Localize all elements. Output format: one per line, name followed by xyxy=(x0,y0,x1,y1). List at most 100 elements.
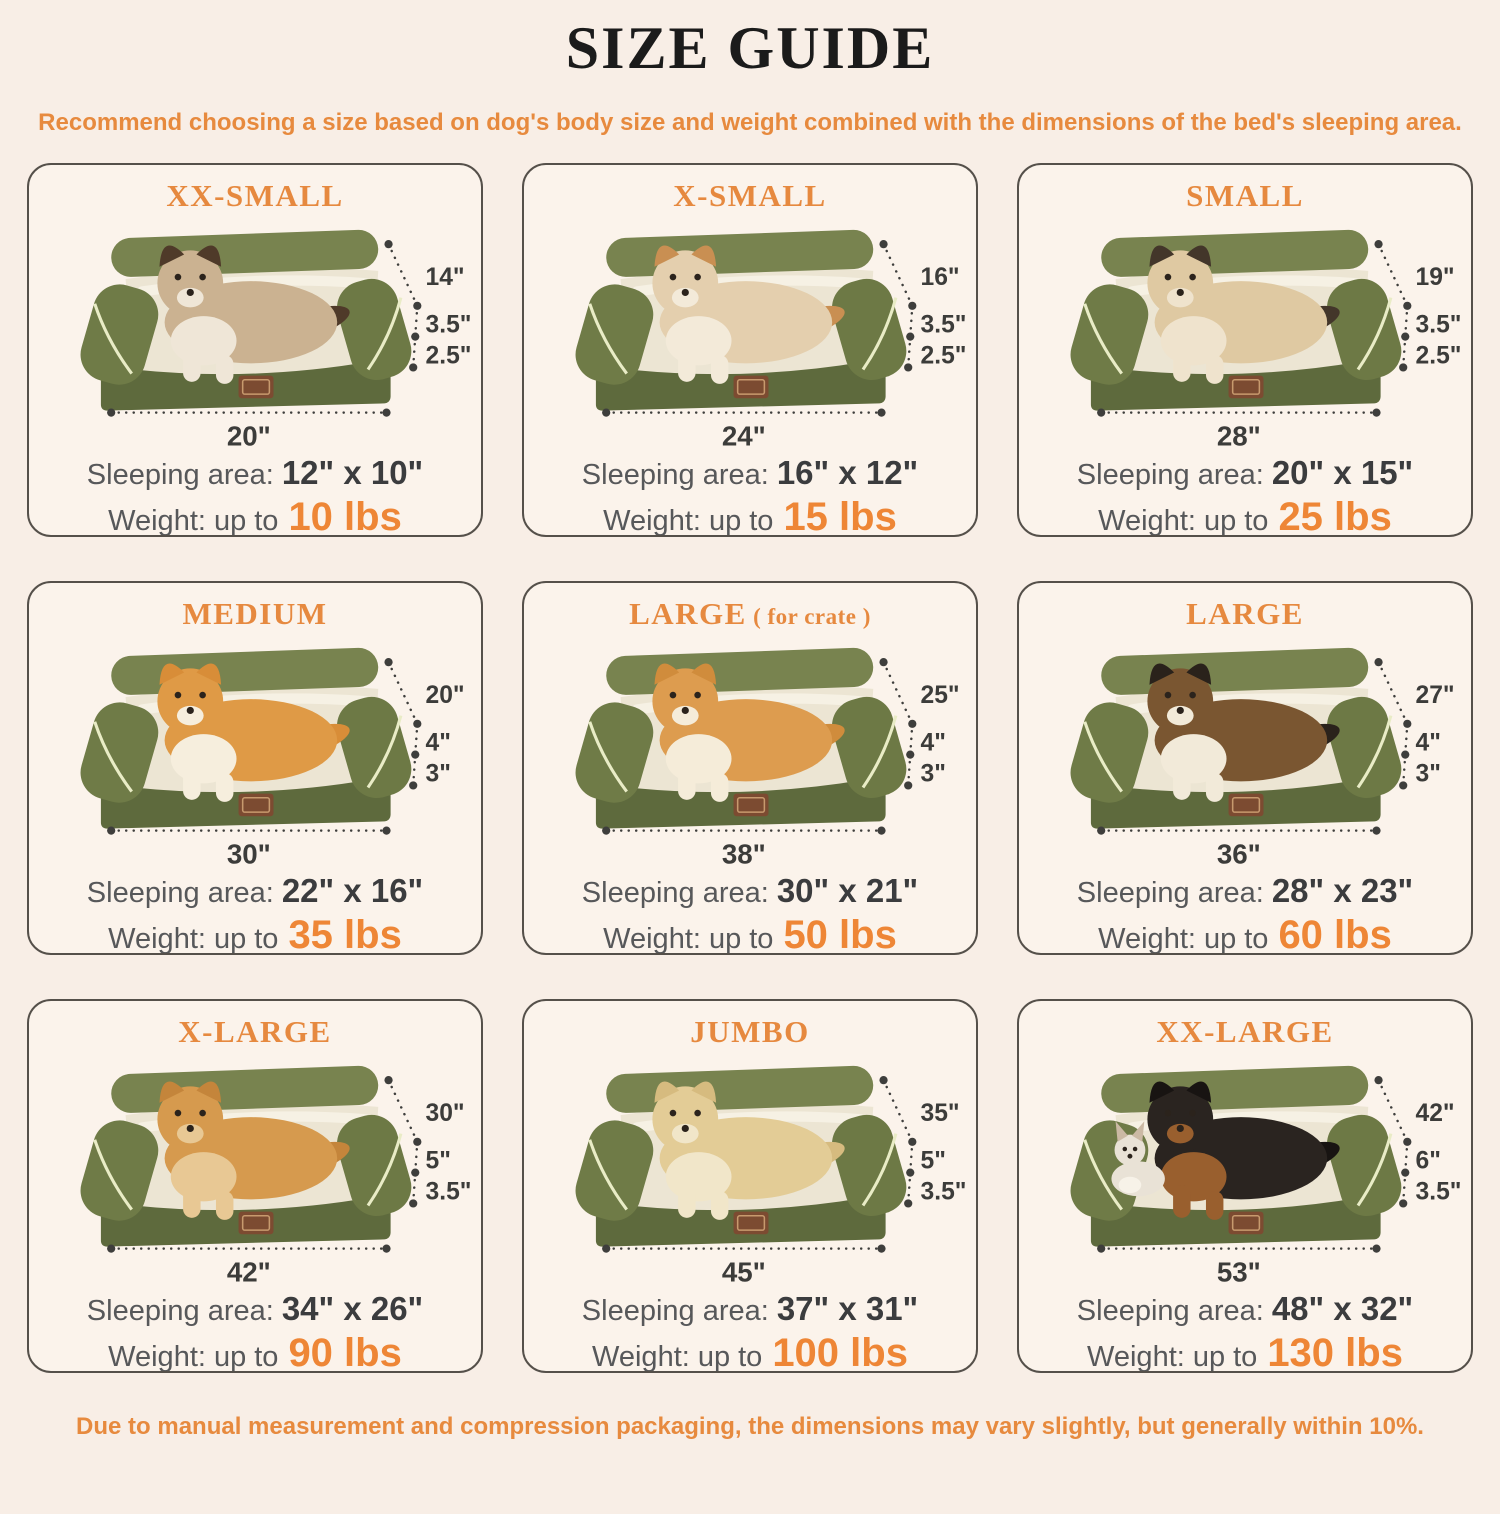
bolster-height-label: 3.5" xyxy=(1416,312,1462,339)
sleeping-area-text: Sleeping area: 28" x 23" xyxy=(1076,872,1414,910)
size-name: LARGE xyxy=(1186,596,1304,631)
bed-illustration: 30" 5" 3.5" 42" xyxy=(29,1047,472,1288)
size-card-large: LARGE 27" 4" 3" 36" Sleeping area: 28" x … xyxy=(1017,581,1473,955)
dimension-endpoint-dot xyxy=(1097,1244,1106,1253)
weight-text: Weight: up to 60 lbs xyxy=(1098,913,1392,955)
weight-label: Weight: xyxy=(108,505,206,537)
weight-value: 10 lbs xyxy=(288,495,402,537)
sleeping-area-value: 20" x 15" xyxy=(1271,454,1414,492)
dimension-endpoint-dot xyxy=(382,826,391,835)
dimension-endpoint-dot xyxy=(904,1199,913,1208)
dimension-endpoint-dot xyxy=(409,363,418,372)
dimension-endpoint-dot xyxy=(107,826,116,835)
dimension-endpoint-dot xyxy=(384,658,393,667)
weight-text: Weight: up to 35 lbs xyxy=(108,913,402,955)
base-height-line xyxy=(906,1171,912,1205)
card-title: X-LARGE xyxy=(178,1014,331,1049)
base-height-label: 3.5" xyxy=(426,1178,472,1205)
page-subtitle: Recommend choosing a size based on dog's… xyxy=(38,109,1462,136)
sleeping-area-label: Sleeping area: xyxy=(1076,877,1264,910)
width-dimension-label: 24" xyxy=(722,421,766,452)
weight-prefix: up to xyxy=(1203,923,1269,955)
dimension-endpoint-dot xyxy=(107,1244,116,1253)
card-title: JUMBO xyxy=(690,1014,810,1049)
weight-value: 100 lbs xyxy=(772,1331,908,1373)
bolster-height-line xyxy=(414,722,419,756)
dimension-endpoint-dot xyxy=(1374,658,1383,667)
weight-text: Weight: up to 15 lbs xyxy=(603,495,897,537)
bed-illustration: 42" 6" 3.5" 53" xyxy=(1019,1047,1461,1288)
dimension-endpoint-dot xyxy=(1372,826,1381,835)
weight-label: Weight: xyxy=(1098,923,1196,955)
bed-illustration: 35" 5" 3.5" 45" xyxy=(524,1047,966,1288)
dimension-endpoint-dot xyxy=(879,1076,888,1085)
size-name: XX-LARGE xyxy=(1156,1014,1334,1049)
dimension-endpoint-dot xyxy=(1399,363,1408,372)
width-dimension-label: 42" xyxy=(227,1257,271,1288)
weight-label: Weight: xyxy=(108,923,206,955)
bed-illustration: 16" 3.5" 2.5" 24" xyxy=(524,211,967,452)
sleeping-area-text: Sleeping area: 12" x 10" xyxy=(86,454,423,492)
weight-label: Weight: xyxy=(1087,1341,1185,1373)
dimension-endpoint-dot xyxy=(1097,826,1106,835)
bed-illustration: 20" 4" 3" 30" xyxy=(29,629,465,870)
size-name: JUMBO xyxy=(690,1014,810,1049)
weight-label: Weight: xyxy=(603,923,701,955)
bolster-height-label: 5" xyxy=(426,1148,451,1175)
card-title: LARGE ( for crate ) xyxy=(629,596,871,631)
size-card-xx-large: XX-LARGE 42" 6" 3.5" 53" Sleeping area: 4… xyxy=(1017,999,1473,1373)
weight-text: Weight: up to 50 lbs xyxy=(603,913,897,955)
depth-dimension-label: 27" xyxy=(1416,682,1455,709)
base-height-label: 3" xyxy=(1416,760,1441,787)
width-dimension-label: 38" xyxy=(722,839,766,870)
sleeping-area-text: Sleeping area: 16" x 12" xyxy=(582,454,918,492)
dimension-endpoint-dot xyxy=(409,1199,418,1208)
size-card-x-large: X-LARGE 30" 5" 3.5" 42" Sleeping area: 34… xyxy=(27,999,483,1373)
base-height-line xyxy=(1401,1171,1407,1205)
dimension-endpoint-dot xyxy=(1374,240,1383,249)
page-header: SIZE GUIDE Recommend choosing a size bas… xyxy=(0,14,1500,137)
size-name: X-SMALL xyxy=(673,178,827,213)
weight-label: Weight: xyxy=(1098,505,1196,537)
bolster-height-line xyxy=(1404,1140,1409,1174)
dimension-endpoint-dot xyxy=(602,408,611,417)
size-card-large-crate: LARGE ( for crate ) 25" 4" 3" 38" Sleepi… xyxy=(522,581,978,955)
weight-value: 50 lbs xyxy=(783,913,897,955)
weight-label: Weight: xyxy=(108,1341,206,1373)
bed-illustration: 14" 3.5" 2.5" 20" xyxy=(29,211,471,452)
sleeping-area-label: Sleeping area: xyxy=(86,459,274,492)
width-dimension-label: 28" xyxy=(1217,421,1261,452)
dimension-endpoint-dot xyxy=(879,240,888,249)
base-height-label: 3" xyxy=(426,760,451,787)
width-dimension-label: 53" xyxy=(1217,1257,1261,1288)
weight-text: Weight: up to 90 lbs xyxy=(108,1331,402,1373)
sleeping-area-value: 34" x 26" xyxy=(281,1290,424,1328)
bolster-height-label: 3.5" xyxy=(921,312,967,339)
weight-label: Weight: xyxy=(592,1341,690,1373)
dimension-endpoint-dot xyxy=(904,781,913,790)
card-title: XX-LARGE xyxy=(1156,1014,1334,1049)
bolster-height-line xyxy=(1404,304,1409,338)
base-height-line xyxy=(906,753,912,787)
dimension-endpoint-dot xyxy=(384,240,393,249)
base-height-line xyxy=(411,753,417,787)
depth-dimension-label: 16" xyxy=(921,264,960,291)
dimension-endpoint-dot xyxy=(382,408,391,417)
weight-label: Weight: xyxy=(603,505,701,537)
sleeping-area-value: 30" x 21" xyxy=(776,872,919,910)
dimension-endpoint-dot xyxy=(409,781,418,790)
width-dimension-label: 36" xyxy=(1217,839,1261,870)
depth-dimension-label: 42" xyxy=(1416,1100,1455,1127)
size-name: SMALL xyxy=(1186,178,1304,213)
card-title: X-SMALL xyxy=(673,178,827,213)
dimension-endpoint-dot xyxy=(1372,1244,1381,1253)
card-title: LARGE xyxy=(1186,596,1304,631)
size-card-x-small: X-SMALL 16" 3.5" 2.5" 24" Sleeping area:… xyxy=(522,163,978,537)
sleeping-area-value: 28" x 23" xyxy=(1271,872,1414,910)
dimension-endpoint-dot xyxy=(877,408,886,417)
weight-text: Weight: up to 130 lbs xyxy=(1087,1331,1403,1373)
weight-text: Weight: up to 25 lbs xyxy=(1098,495,1392,537)
dimension-endpoint-dot xyxy=(879,658,888,667)
width-dimension-label: 20" xyxy=(227,421,271,452)
sleeping-area-text: Sleeping area: 20" x 15" xyxy=(1077,454,1414,492)
